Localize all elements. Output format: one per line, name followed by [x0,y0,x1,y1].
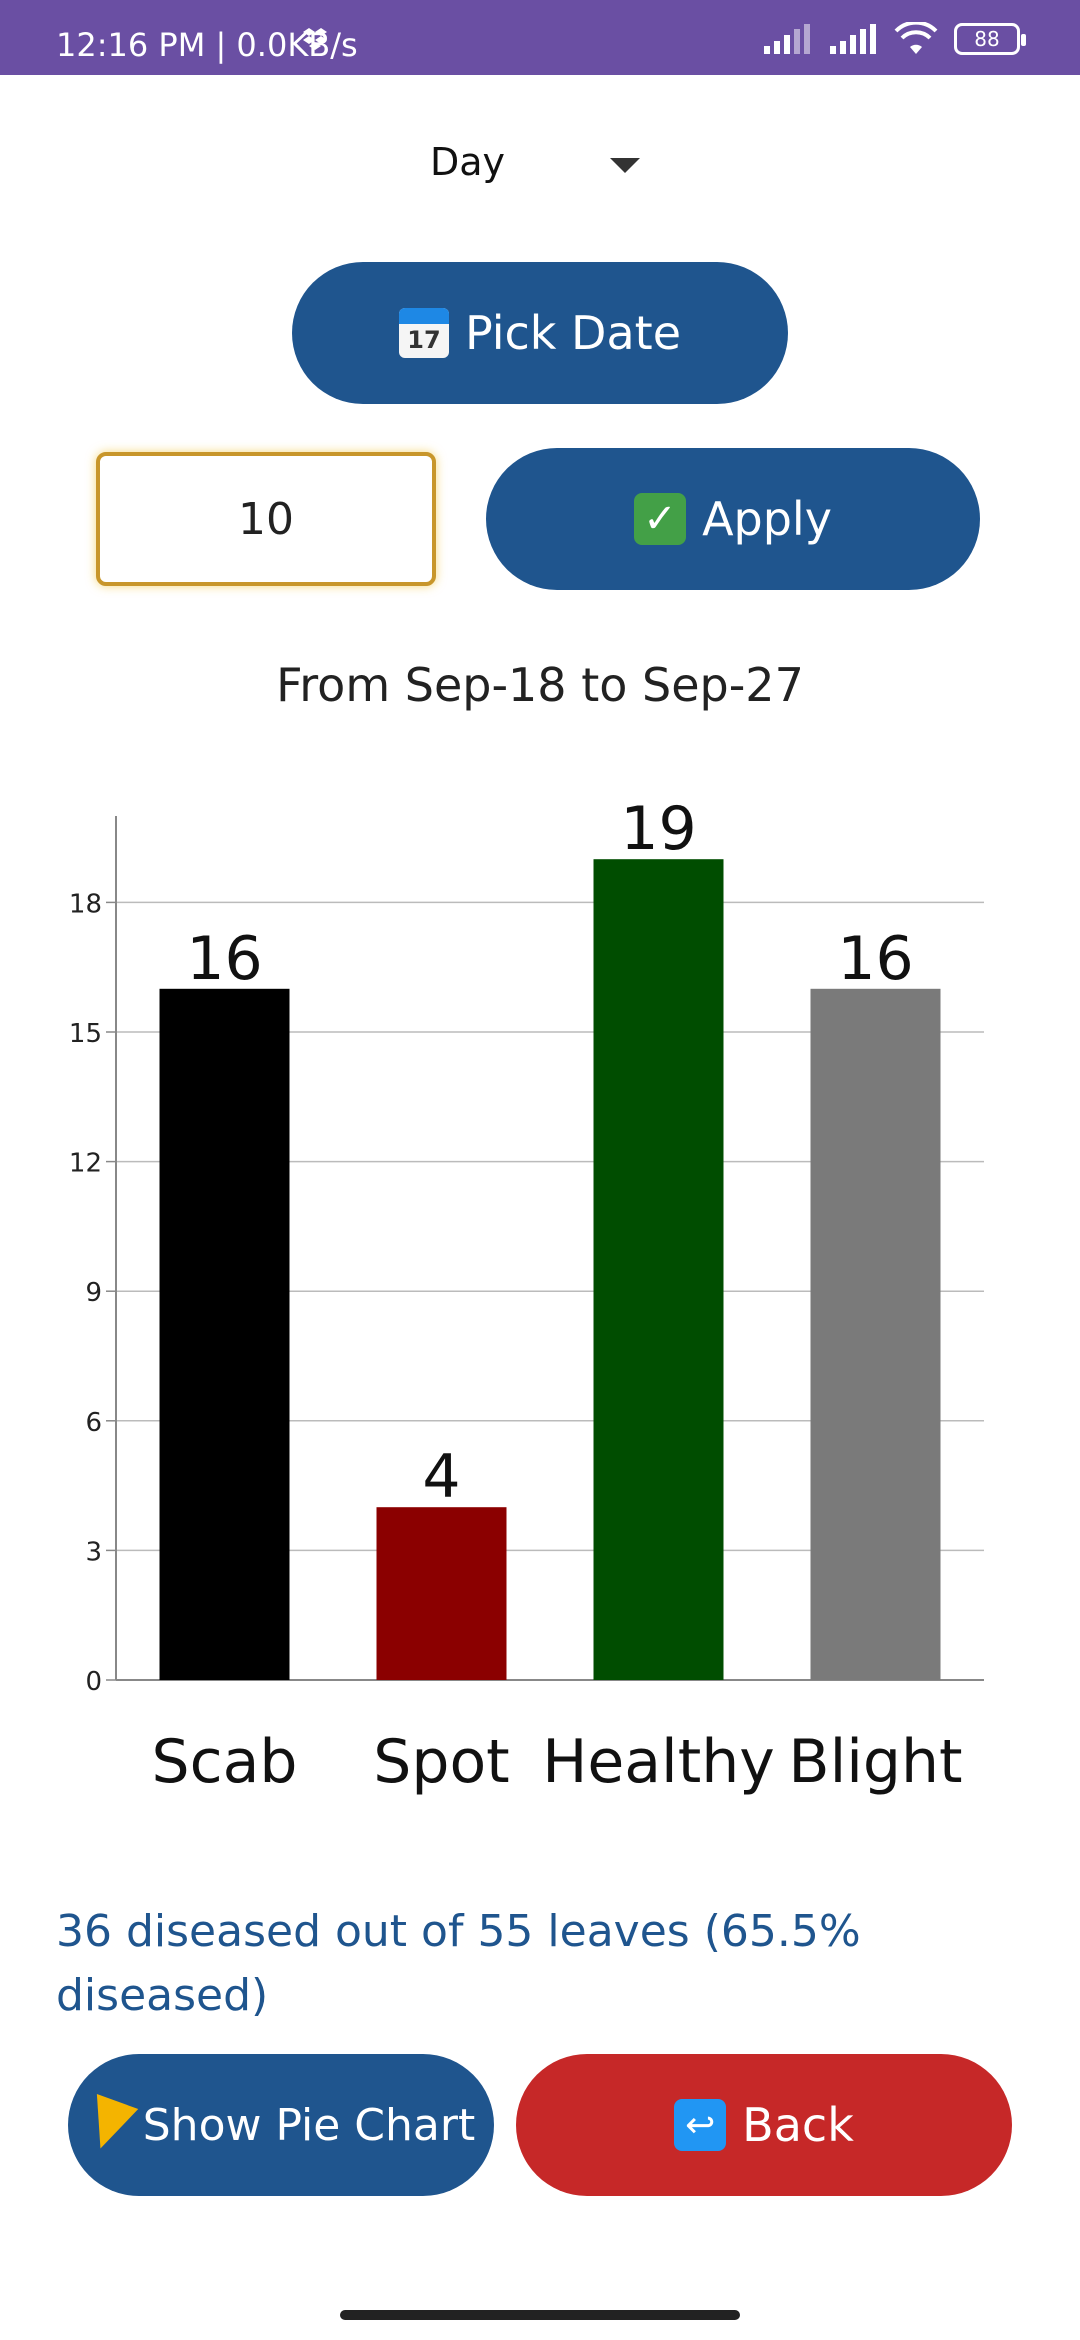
y-tick-label: 6 [85,1408,102,1438]
show-pie-chart-button[interactable]: Show Pie Chart [68,2054,494,2196]
y-tick-label: 12 [69,1149,102,1179]
y-tick-label: 9 [85,1278,102,1308]
apply-button[interactable]: ✓ Apply [486,448,980,590]
pick-date-label: Pick Date [464,306,681,360]
back-button[interactable]: ↩ Back [516,2054,1012,2196]
back-label: Back [742,2098,854,2152]
pick-date-button[interactable]: 17 Pick Date [292,262,788,404]
days-input[interactable] [96,452,436,586]
home-indicator [340,2310,740,2320]
wifi-icon [894,22,938,54]
bar-spot [376,1507,507,1680]
bar-blight [810,988,941,1680]
show-pie-chart-label: Show Pie Chart [142,2099,476,2151]
y-tick-label: 18 [69,889,102,919]
date-range-text: From Sep-18 to Sep-27 [276,658,804,712]
apply-label: Apply [702,492,832,546]
y-tick-label: 3 [85,1537,102,1567]
signal-icon [830,24,876,54]
category-label: Spot [373,1727,509,1797]
period-dropdown-value: Day [430,140,506,184]
pizza-icon [79,2093,138,2157]
chevron-down-icon [610,158,640,173]
data-label: 4 [422,1442,460,1512]
category-label: Blight [788,1727,962,1797]
data-label: 16 [186,924,262,994]
bar-chart: 0 3 6 9 12 15 18 16 Scab 4 Spot 19 Healthy 16 Blight [69,800,984,1797]
y-tick-label: 0 [85,1667,102,1697]
data-label: 16 [837,924,913,994]
battery-icon: 88 [954,23,1026,55]
summary-text: 36 diseased out of 55 leaves (65.5% dise… [56,1906,861,2021]
signal-icon [764,24,810,54]
category-label: Healthy [542,1727,775,1797]
y-tick-label: 15 [69,1019,102,1049]
status-bar: 12:16 PM | 0.0KB/s 88 [0,0,1080,75]
check-icon: ✓ [634,493,687,545]
bar-scab [159,988,290,1680]
data-label: 19 [620,800,696,864]
return-icon: ↩ [674,2099,727,2151]
dropbox-icon [303,28,327,50]
bar-healthy [593,859,724,1680]
period-dropdown[interactable]: Day [420,130,660,200]
calendar-icon-number: 17 [407,326,441,354]
category-label: Scab [152,1727,298,1797]
status-icons: 88 [303,22,1026,56]
calendar-icon: 17 [398,308,449,358]
